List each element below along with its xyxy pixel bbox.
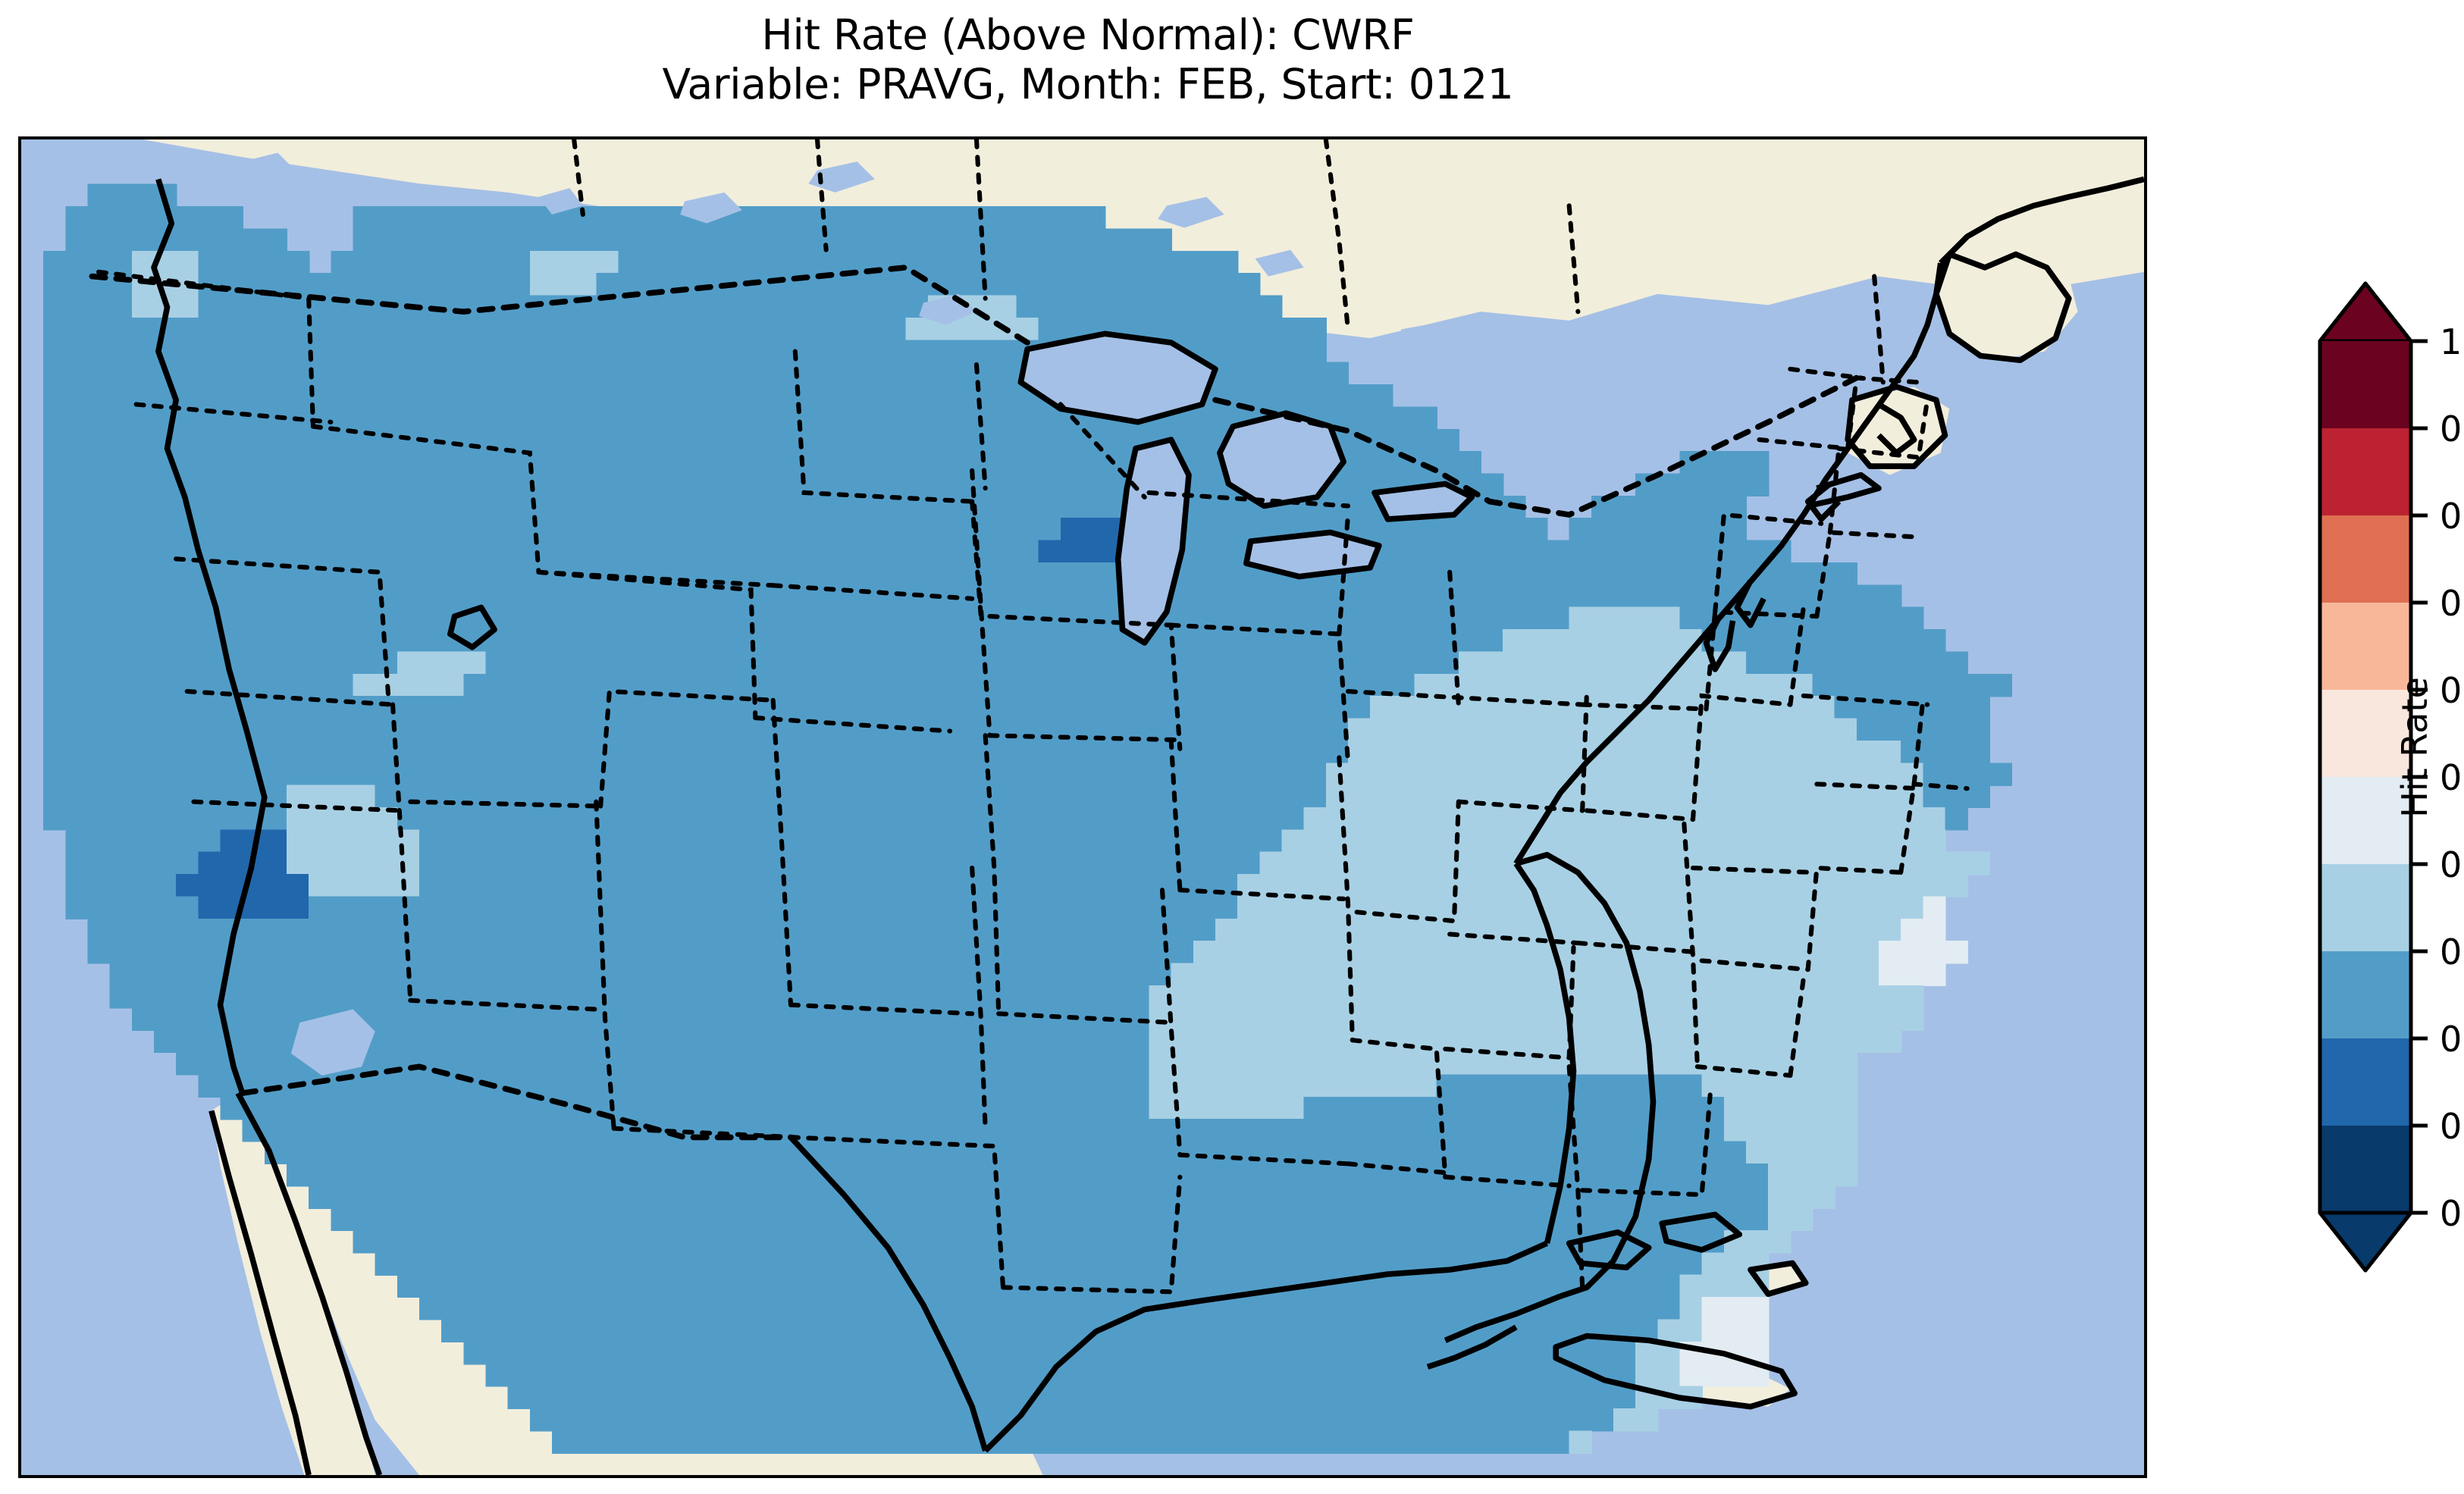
colorbar: 1.0 0.9 0.8 0.7 0.6 0.5 0.4 0.3 0.2 0.1 0.0: [2244, 227, 2464, 1334]
svg-text:0.9: 0.9: [2440, 409, 2464, 449]
northern-lake-4: [1255, 249, 1304, 277]
hit-rate-grid: [43, 183, 2013, 1454]
title-line-1: Hit Rate (Above Normal): CWRF: [761, 11, 1415, 59]
svg-text:0.3: 0.3: [2440, 932, 2464, 973]
svg-text:1.0: 1.0: [2440, 321, 2464, 362]
gulf-of-california: [290, 1009, 375, 1076]
title-line-2: Variable: PRAVG, Month: FEB, Start: 0121: [662, 60, 1514, 108]
colorbar-svg: 1.0 0.9 0.8 0.7 0.6 0.5 0.4 0.3 0.2 0.1 0.0: [2318, 281, 2464, 1273]
svg-text:0.0: 0.0: [2440, 1193, 2464, 1234]
state-borders: [89, 139, 1970, 1295]
northern-lake-5: [1450, 377, 1490, 400]
map-axes: [18, 136, 2147, 1478]
svg-text:0.5: 0.5: [2440, 757, 2464, 798]
svg-text:0.8: 0.8: [2440, 496, 2464, 537]
colorbar-axis-label: Hit Rate: [2392, 0, 2437, 1494]
figure-title: Hit Rate (Above Normal): CWRF Variable: …: [0, 11, 2176, 109]
northern-lake-3: [1158, 196, 1224, 228]
baja-california: [211, 1093, 375, 1475]
colorbar-label-text: Hit Rate: [2394, 676, 2436, 818]
nova-scotia: [1936, 245, 2078, 361]
northern-lake-6: [237, 152, 296, 184]
map-plot: [21, 139, 2144, 1475]
svg-text:0.6: 0.6: [2440, 670, 2464, 711]
svg-text:0.7: 0.7: [2440, 583, 2464, 624]
lake-superior: [1020, 334, 1215, 422]
svg-text:0.4: 0.4: [2440, 844, 2464, 885]
colorbar-ticks: 1.0 0.9 0.8 0.7 0.6 0.5 0.4 0.3 0.2 0.1 0.0: [2411, 321, 2464, 1234]
svg-text:0.2: 0.2: [2440, 1019, 2464, 1060]
lake-huron: [1219, 413, 1344, 506]
colorbar-bands: [2318, 281, 2413, 1273]
northern-lake-1: [680, 192, 742, 224]
northern-lake-2: [808, 161, 875, 193]
northern-lake-7: [538, 188, 583, 215]
svg-text:0.1: 0.1: [2440, 1106, 2464, 1147]
coastlines: [151, 176, 2144, 1475]
lake-nipigon: [1401, 320, 1468, 352]
lake-ontario: [1375, 484, 1472, 519]
